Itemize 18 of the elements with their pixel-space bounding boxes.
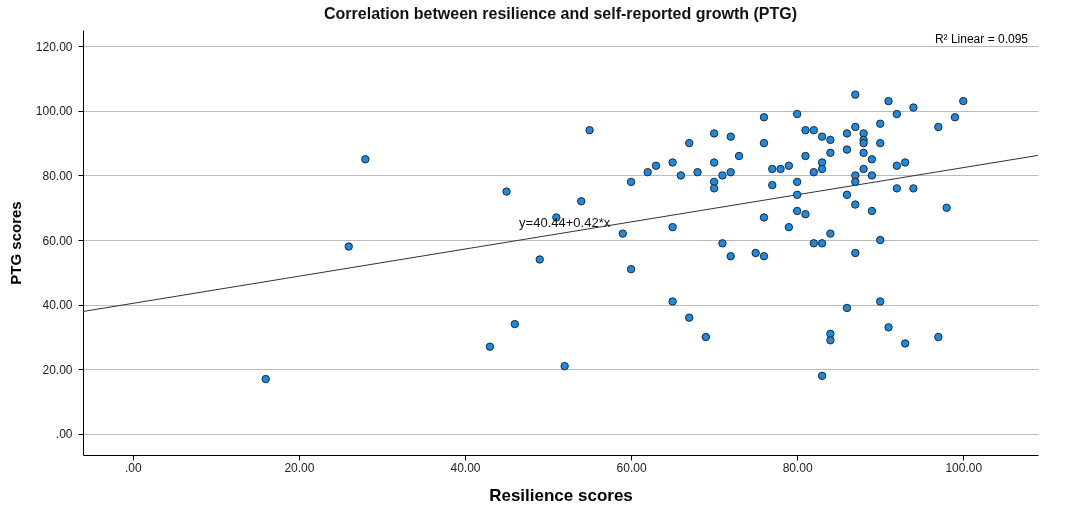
y-axis-title: PTG scores [6, 201, 24, 285]
y-tick-label: 40.00 [42, 298, 73, 313]
y-tick-label: 60.00 [42, 233, 73, 248]
x-tick-label: 80.00 [782, 460, 814, 475]
x-tick-label: .00 [124, 460, 142, 475]
annotation: y=40.44+0.42*x [519, 214, 611, 230]
annotation: R² Linear = 0.095 [934, 32, 1029, 46]
x-tick-label: 100.00 [945, 460, 983, 475]
y-tick-label: 120.00 [35, 39, 73, 54]
y-tick-label: 100.00 [35, 104, 73, 119]
x-tick-label: 40.00 [450, 460, 481, 475]
y-tick-label: 20.00 [42, 362, 73, 377]
chart-title: Correlation between resilience and self-reported growth (PTG) [324, 5, 797, 22]
y-tick-label: 80.00 [42, 168, 73, 183]
x-tick-label: 60.00 [616, 460, 647, 475]
y-tick-label: .00 [55, 427, 73, 442]
x-tick-label: 20.00 [284, 460, 315, 475]
x-axis-title: Resilience scores [489, 485, 633, 505]
